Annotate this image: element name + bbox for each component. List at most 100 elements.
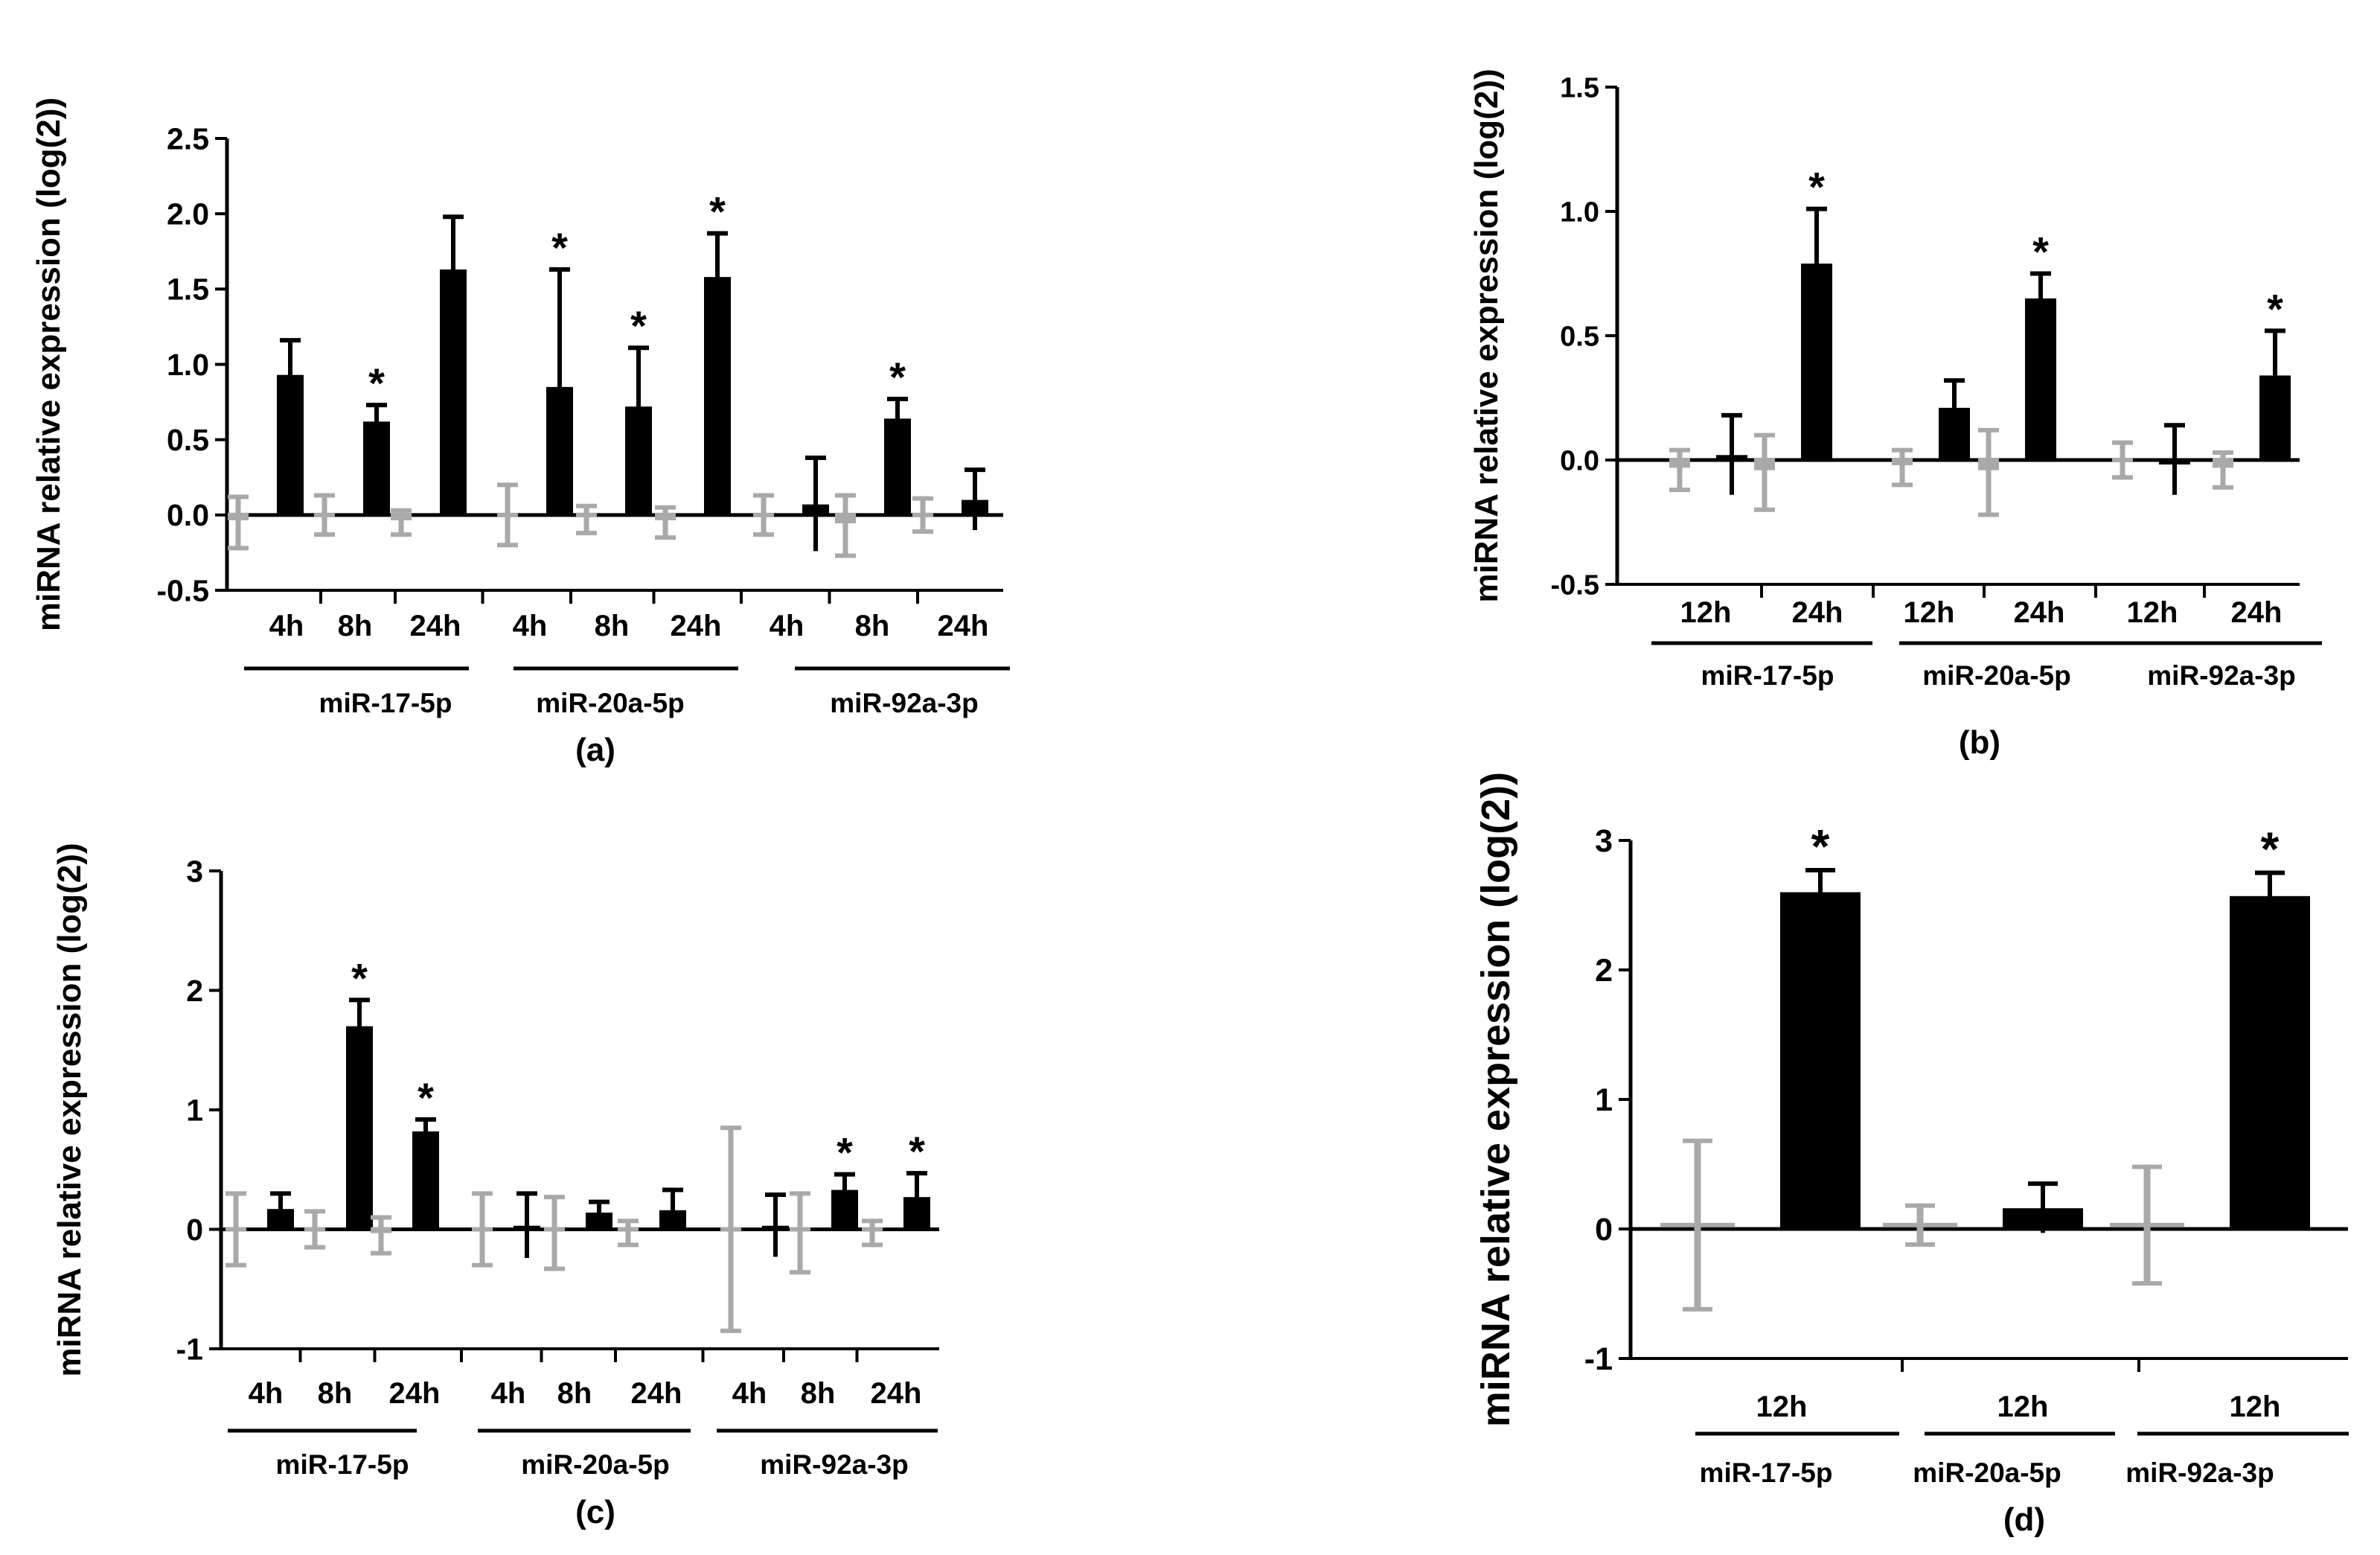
control-bar [2110, 1222, 2184, 1227]
y-tick-label: 2 [186, 974, 203, 1008]
control-bar [314, 512, 335, 517]
control-bar [1892, 458, 1913, 466]
y-tick-label: 2 [1595, 953, 1613, 989]
x-tick-label: 24h [1792, 596, 1843, 629]
y-tick-label: 1.5 [167, 272, 209, 307]
x-tick-label: 24h [389, 1377, 441, 1410]
chart-panel-a: -0.5 0.0 0.5 1.0 1.5 2.0 2.5 miRNA relative exp… [31, 98, 1010, 768]
y-tick-label: 1.5 [1560, 72, 1599, 103]
control-bar [228, 512, 249, 520]
control-bar [618, 1227, 639, 1232]
control-bar [720, 1227, 741, 1232]
control-bar [544, 1227, 565, 1232]
group-label: miR-20a-5p [536, 688, 684, 718]
x-tick-label: 24h [410, 610, 461, 642]
x-tick-label: 12h [1997, 1390, 2049, 1423]
treated-bar [346, 1026, 373, 1230]
chart-panel-b: -0.5 0.0 0.5 1.0 1.5 miRNA relative expressio… [1468, 68, 2322, 761]
y-tick-label: 0 [186, 1213, 203, 1247]
y-tick-label: 0.5 [1560, 321, 1599, 352]
x-tick-label: 8h [595, 610, 630, 642]
control-bar [862, 1227, 883, 1232]
y-tick-label: 1 [186, 1093, 203, 1127]
panel-caption: (a) [575, 732, 615, 768]
significance-asterisk: * [2261, 823, 2280, 876]
x-tick-label: 24h [938, 610, 989, 642]
treated-bar [2230, 895, 2310, 1229]
group-label: miR-17-5p [1700, 1457, 1833, 1488]
control-bar [304, 1227, 325, 1232]
panel-caption: (b) [1959, 724, 2000, 761]
y-tick-label: 0.5 [167, 423, 209, 457]
significance-asterisk: * [2032, 229, 2049, 275]
significance-asterisk: * [889, 354, 906, 400]
group-label: miR-20a-5p [521, 1449, 669, 1480]
group-label: miR-20a-5p [1922, 660, 2070, 691]
x-tick-label: 12h [1680, 596, 1732, 629]
x-tick-label: 24h [871, 1377, 922, 1410]
group-label: miR-17-5p [1701, 660, 1834, 691]
y-tick-label: -0.5 [156, 573, 209, 607]
control-bar [790, 1227, 810, 1232]
significance-asterisk: * [551, 224, 568, 271]
x-tick-label: 24h [2231, 596, 2283, 629]
control-bar [576, 512, 597, 517]
chart-panel-d: -1 0 1 2 3 miRNA relative expression (log(2))… [1474, 772, 2349, 1538]
control-bar [497, 512, 518, 517]
significance-asterisk: * [418, 1074, 434, 1121]
chart-panel-c: -1 0 1 2 3 miRNA relative expression (log(2))… [51, 843, 939, 1530]
control-bar [1660, 1222, 1735, 1227]
treated-bar [1780, 892, 1861, 1229]
x-tick-label: 12h [2230, 1390, 2281, 1423]
x-tick-label: 4h [269, 610, 304, 642]
x-tick-label: 24h [671, 610, 722, 642]
y-tick-label: -1 [1584, 1341, 1613, 1377]
control-bar [753, 512, 774, 517]
significance-asterisk: * [1811, 820, 1830, 873]
y-axis-label: miRNA relative expression (log(2)) [31, 98, 67, 631]
control-bar [1754, 458, 1775, 470]
x-tick-label: 12h [2127, 596, 2178, 629]
x-tick-label: 24h [631, 1377, 682, 1410]
x-tick-label: 4h [732, 1377, 767, 1410]
x-tick-label: 8h [318, 1377, 353, 1410]
significance-asterisk: * [351, 954, 368, 1001]
control-bar [391, 512, 412, 520]
control-bar [835, 512, 856, 523]
group-label: miR-17-5p [276, 1449, 409, 1480]
significance-asterisk: * [1808, 164, 1825, 211]
panel-caption: (d) [2003, 1501, 2045, 1538]
significance-asterisk: * [630, 302, 647, 349]
y-axis-label: miRNA relative expression (log(2)) [51, 843, 88, 1376]
x-tick-label: 8h [557, 1377, 592, 1410]
y-tick-label: 2.5 [167, 121, 209, 156]
x-tick-label: 8h [855, 610, 890, 642]
significance-asterisk: * [909, 1128, 925, 1175]
y-tick-label: 3 [1595, 823, 1613, 859]
x-tick-label: 8h [338, 610, 373, 642]
control-bar [912, 512, 933, 517]
group-label: miR-20a-5p [1913, 1457, 2061, 1488]
group-label: miR-92a-3p [2147, 660, 2295, 691]
x-tick-label: 24h [2014, 596, 2065, 629]
control-bar [1978, 458, 1999, 470]
treated-bar [2025, 298, 2056, 460]
control-bar [2213, 458, 2233, 468]
x-tick-label: 4h [770, 610, 804, 642]
y-tick-label: 0.0 [1560, 445, 1599, 476]
y-tick-label: 1 [1595, 1082, 1613, 1118]
control-bar [1883, 1222, 1957, 1227]
x-tick-label: 8h [801, 1377, 836, 1410]
x-tick-label: 4h [513, 610, 548, 642]
group-label: miR-92a-3p [830, 688, 978, 718]
significance-asterisk: * [709, 188, 726, 234]
significance-asterisk: * [2267, 285, 2283, 332]
y-tick-label: 0.0 [167, 498, 209, 532]
significance-asterisk: * [836, 1129, 853, 1176]
y-tick-label: 1.0 [167, 348, 209, 382]
treated-bar [412, 1131, 439, 1230]
y-tick-label: 0 [1595, 1212, 1613, 1248]
control-bar [1669, 458, 1690, 468]
control-bar [472, 1227, 493, 1232]
